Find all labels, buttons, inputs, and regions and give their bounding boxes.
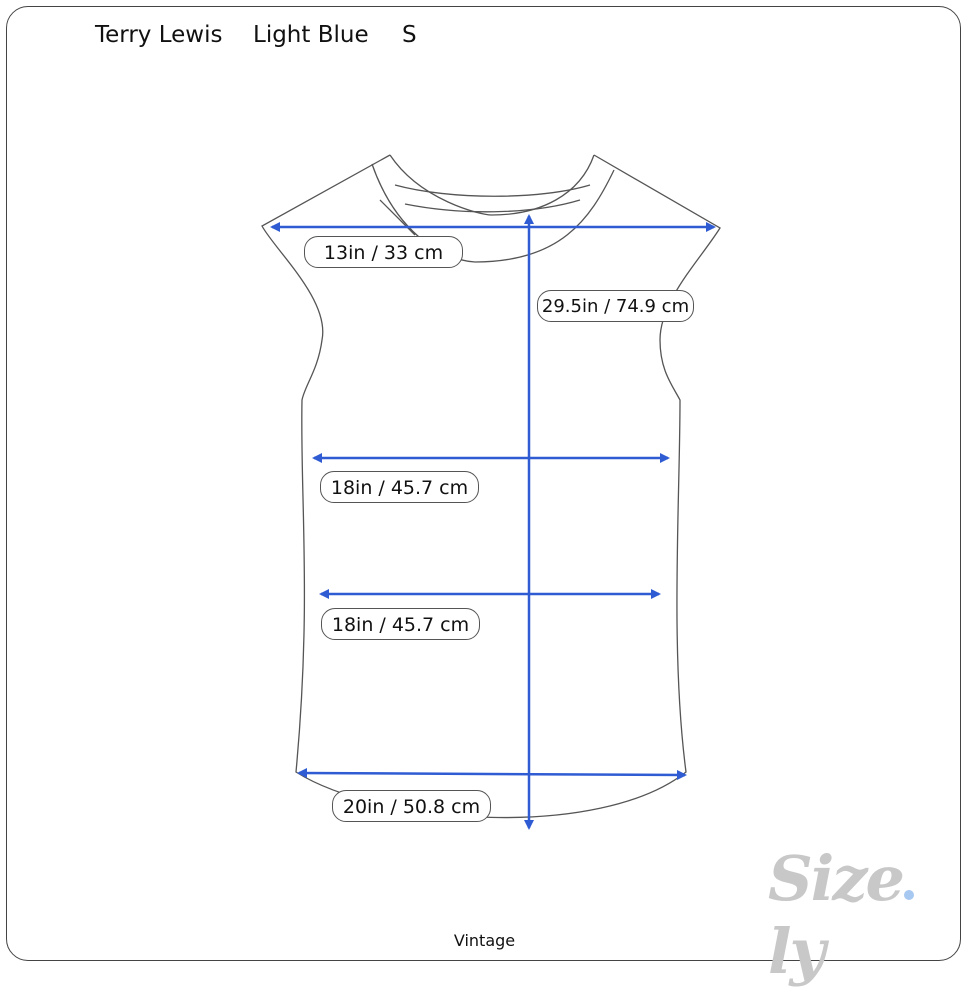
- category-label: Vintage: [453, 931, 516, 950]
- waist-measurement: 18in / 45.7 cm: [321, 608, 480, 640]
- garment-outline: [261, 154, 721, 819]
- length-measurement: 29.5in / 74.9 cm: [537, 290, 694, 322]
- chart-frame: [6, 6, 961, 961]
- sizely-logo: Sizely: [768, 842, 969, 988]
- brand-name: Terry Lewis: [95, 22, 223, 48]
- color-name: Light Blue: [253, 22, 369, 48]
- hem-arrow: [297, 768, 687, 780]
- hem-measurement: 20in / 50.8 cm: [332, 790, 491, 822]
- shoulder-measurement: 13in / 33 cm: [304, 236, 463, 268]
- chest-measurement: 18in / 45.7 cm: [320, 471, 479, 503]
- size-label: S: [402, 22, 417, 48]
